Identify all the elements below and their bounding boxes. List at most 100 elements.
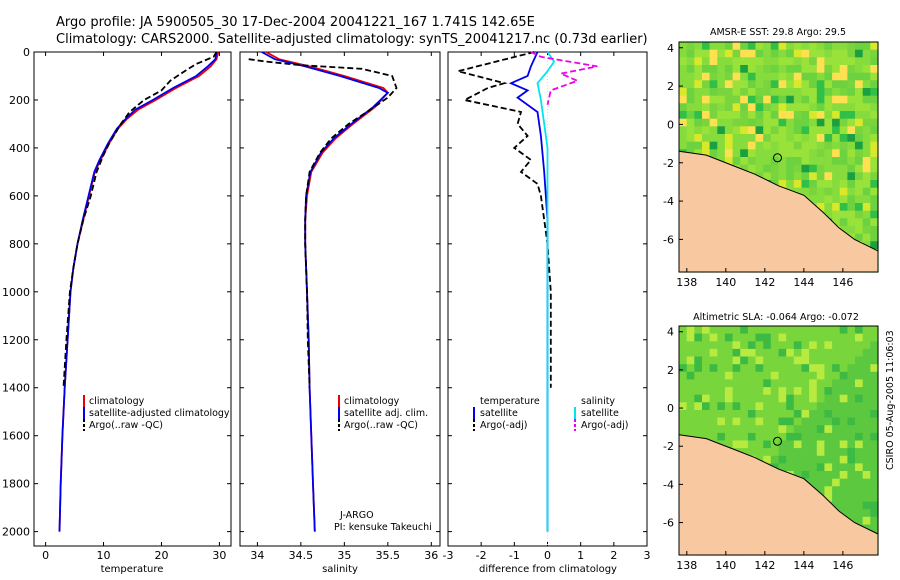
map-cell <box>793 180 803 189</box>
map-cell <box>679 356 688 365</box>
map-cell <box>694 417 703 426</box>
map-cell <box>763 157 772 166</box>
map-x-tick-label: 138 <box>676 276 697 289</box>
map-cell <box>855 226 864 235</box>
map-cell <box>824 42 833 51</box>
series-line <box>248 58 398 388</box>
map-cell <box>763 149 772 158</box>
map-cell <box>709 417 718 426</box>
map-cell <box>832 57 841 66</box>
map-cell <box>709 425 718 434</box>
map-cell <box>740 371 749 380</box>
map-cell <box>839 509 848 518</box>
map-cell <box>763 387 772 396</box>
map-cell <box>847 195 856 204</box>
map-cell <box>763 141 772 150</box>
map-cell <box>724 126 734 135</box>
map-cell <box>770 80 780 89</box>
map-cell <box>679 333 688 342</box>
map-cell <box>816 394 826 403</box>
map-cell <box>847 210 856 219</box>
map-cell <box>686 95 695 104</box>
map-cell <box>816 180 826 189</box>
map-cell <box>747 80 757 89</box>
map-cell <box>793 164 803 173</box>
map-cell <box>855 57 864 66</box>
map-cell <box>824 387 833 396</box>
map-cell <box>862 49 871 58</box>
map-cell <box>816 42 826 51</box>
map-cell <box>679 141 688 150</box>
map-cell <box>839 203 848 212</box>
map-cell <box>709 126 718 135</box>
map-cell <box>870 80 879 89</box>
map-cell <box>847 118 856 127</box>
map-cell <box>770 126 780 135</box>
sst-map: AMSR-E SST: 29.8 Argo: 29.5 138 140 142 144… <box>663 27 879 289</box>
map-cell <box>824 164 833 173</box>
map-cell <box>702 118 711 127</box>
map-cell <box>862 364 871 373</box>
map-cell <box>763 72 772 81</box>
map-cell <box>809 478 818 487</box>
map-cell <box>839 111 848 120</box>
map-cell <box>686 364 695 373</box>
map-cell <box>755 410 764 419</box>
map-cell <box>717 364 726 373</box>
map-cell <box>747 111 757 120</box>
map-cell <box>755 440 764 449</box>
map-cell <box>709 356 718 365</box>
map-cell <box>793 425 803 434</box>
map-cell <box>862 72 871 81</box>
map-cell <box>839 126 848 135</box>
map-cell <box>686 387 695 396</box>
map-y-tick-label: 4 <box>667 326 674 339</box>
map-cell <box>801 187 810 196</box>
map-cell <box>847 65 856 74</box>
map-cell <box>839 394 848 403</box>
map-cell <box>870 218 879 227</box>
map-cell <box>824 80 833 89</box>
y-tick-label: 1400 <box>2 382 30 395</box>
x-tick-label: 34 <box>250 549 264 562</box>
map-cell <box>809 402 818 411</box>
map-cell <box>740 80 749 89</box>
map-cell <box>870 387 879 396</box>
map-cell <box>832 134 841 143</box>
map-cell <box>862 134 871 143</box>
map-cell <box>855 516 864 525</box>
map-cell <box>747 141 757 150</box>
map-cell <box>832 440 841 449</box>
map-cell <box>816 326 826 335</box>
map-cell <box>809 455 818 464</box>
map-cell <box>747 425 757 434</box>
salinity-panel: 34 34.5 35 35.5 36 salinity climatology sate… <box>239 51 441 575</box>
map-y-tick-label: -2 <box>663 440 674 453</box>
map-cell <box>679 72 688 81</box>
map-cell <box>801 410 810 419</box>
map-cell <box>862 57 871 66</box>
map-cell <box>824 493 833 503</box>
map-cell <box>755 394 764 403</box>
map-cell <box>747 149 757 158</box>
map-cell <box>855 463 864 472</box>
map-cell <box>809 341 818 350</box>
map-cell <box>778 111 787 120</box>
map-cell <box>679 417 688 426</box>
map-cell <box>793 149 803 158</box>
map-cell <box>832 463 841 472</box>
legend-argo: Argo(..raw -QC) <box>344 420 418 431</box>
map-cell <box>847 471 856 480</box>
map-cell <box>824 356 833 365</box>
map-cell <box>702 80 711 89</box>
map-cell <box>724 432 734 442</box>
map-cell <box>855 80 864 89</box>
map-cell <box>862 103 871 112</box>
map-cell <box>816 80 826 89</box>
map-y-tick-label: -4 <box>663 195 674 208</box>
map-cell <box>786 164 795 173</box>
map-cell <box>870 57 879 66</box>
map-x-tick-label: 140 <box>715 276 736 289</box>
map-cell <box>870 141 879 150</box>
